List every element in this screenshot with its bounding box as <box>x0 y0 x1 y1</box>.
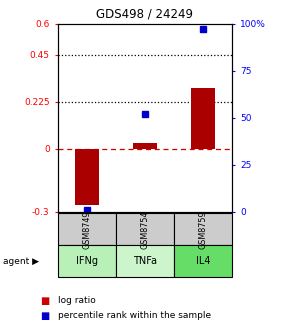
Bar <box>191 88 215 149</box>
Text: ■: ■ <box>41 311 50 321</box>
Text: GSM8749: GSM8749 <box>82 210 92 249</box>
Text: TNFa: TNFa <box>133 256 157 266</box>
Text: agent ▶: agent ▶ <box>3 257 39 266</box>
Text: GSM8759: GSM8759 <box>198 210 208 249</box>
Text: IL4: IL4 <box>196 256 210 266</box>
Bar <box>133 143 157 149</box>
Title: GDS498 / 24249: GDS498 / 24249 <box>97 8 193 21</box>
Text: ■: ■ <box>41 296 50 306</box>
Bar <box>75 149 99 205</box>
Text: percentile rank within the sample: percentile rank within the sample <box>58 311 211 320</box>
Text: GSM8754: GSM8754 <box>140 210 150 249</box>
Text: log ratio: log ratio <box>58 296 96 305</box>
Text: IFNg: IFNg <box>76 256 98 266</box>
